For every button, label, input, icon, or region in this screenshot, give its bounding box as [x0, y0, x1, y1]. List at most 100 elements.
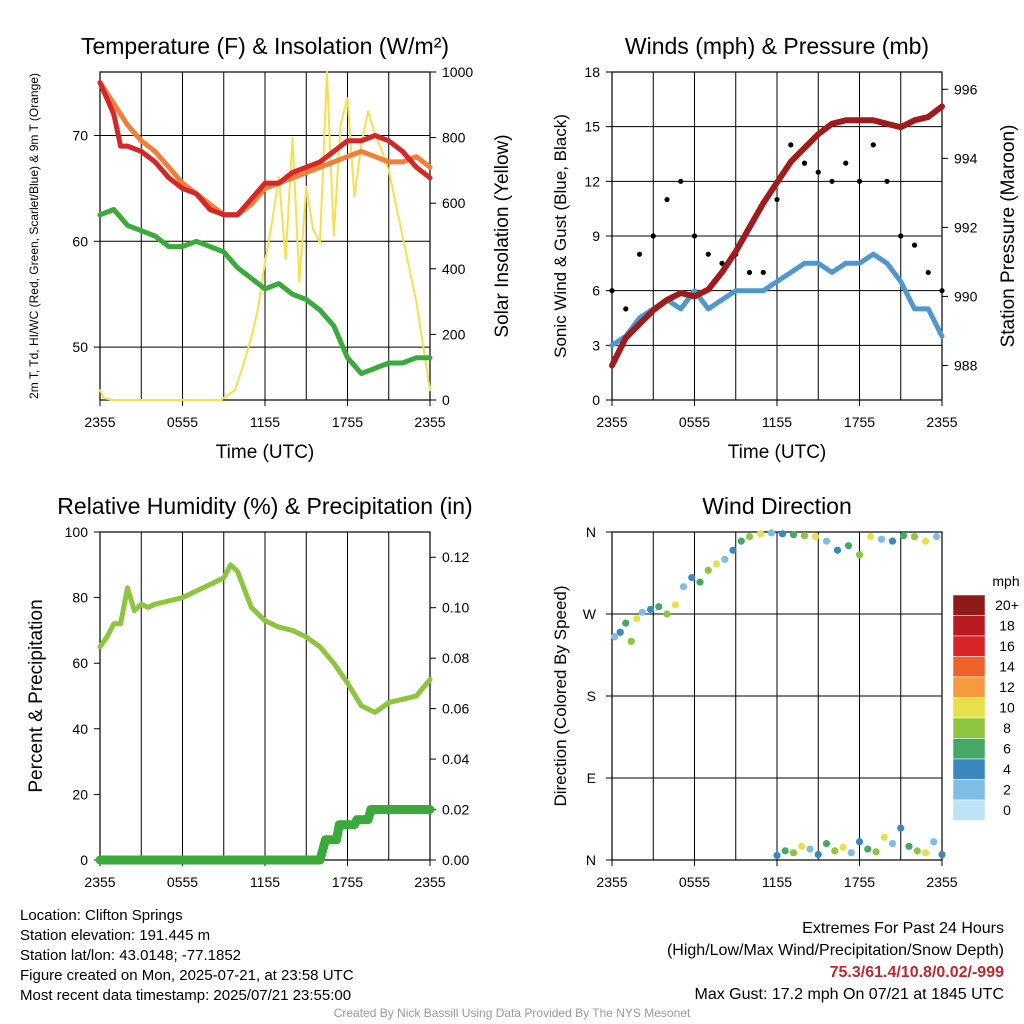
colorbar-label: 20+ — [995, 597, 1019, 613]
direction-point — [847, 849, 855, 857]
pressure-line — [609, 103, 945, 369]
x-tick-label: 2355 — [596, 874, 627, 890]
direction-point — [855, 551, 864, 559]
x-tick-label: 0555 — [167, 874, 198, 890]
extremes-subtitle: (High/Low/Max Wind/Precipitation/Snow De… — [666, 942, 1004, 959]
direction-point — [663, 610, 671, 618]
direction-point — [671, 601, 679, 609]
direction-point — [729, 546, 737, 554]
elevation-text: Station elevation: 191.445 m — [20, 927, 211, 944]
colorbar-label: 10 — [999, 700, 1015, 716]
gust-point — [843, 160, 849, 166]
gust-point — [925, 269, 931, 276]
x-tick-label: 1155 — [250, 414, 280, 430]
direction-point — [921, 849, 930, 857]
gust-point — [650, 233, 656, 239]
direction-point — [616, 628, 624, 636]
series-line-1 — [97, 80, 433, 218]
direction-point — [897, 824, 905, 832]
colorbar-label: 18 — [999, 618, 1015, 634]
direction-point — [778, 530, 787, 538]
y2-tick-label: 800 — [442, 130, 466, 146]
x-tick-label: 2355 — [84, 874, 115, 890]
colorbar-swatch — [952, 697, 986, 719]
y2-tick-label: 0.00 — [442, 852, 469, 868]
direction-point — [611, 633, 619, 641]
direction-point — [704, 566, 712, 574]
colorbar-swatch — [952, 615, 986, 637]
precip-line — [95, 805, 435, 865]
x-tick-label: 1755 — [844, 414, 875, 430]
gust-point — [829, 178, 835, 184]
y-tick-label: 60 — [72, 655, 88, 671]
direction-point — [844, 542, 853, 550]
direction-point — [622, 619, 630, 627]
x-tick-label: 1755 — [844, 874, 875, 890]
x-tick-label: 2355 — [926, 874, 957, 890]
direction-point — [633, 614, 641, 623]
y2-tick-label: 0 — [442, 392, 450, 408]
y2-tick-label: 988 — [954, 357, 978, 373]
latlon-text: Station lat/lon: 43.0148; -77.1852 — [20, 947, 242, 964]
y-tick-label: 0 — [592, 392, 600, 408]
gust-point — [815, 169, 821, 175]
direction-point — [831, 847, 839, 855]
chart-title: Temperature (F) & Insolation (W/m²) — [81, 33, 449, 59]
y-tick-label: 3 — [592, 337, 600, 353]
x-tick-label: 0555 — [679, 874, 710, 890]
direction-point — [877, 535, 886, 543]
y2-tick-label: 996 — [954, 81, 978, 97]
direction-point — [646, 605, 655, 614]
gust-point — [678, 178, 684, 184]
direction-point — [822, 537, 831, 545]
y-tick-label: S — [587, 688, 596, 704]
direction-point — [721, 555, 729, 563]
gust-point — [760, 269, 766, 276]
direction-point — [833, 546, 842, 554]
direction-point — [864, 845, 872, 853]
gust-point — [911, 242, 918, 248]
series-line-2 — [97, 207, 433, 376]
y-tick-label: 18 — [584, 64, 600, 80]
direction-point — [932, 532, 941, 541]
y2-axis-label: Solar Insolation (Yellow) — [492, 134, 513, 337]
gust-point — [691, 233, 698, 239]
gust-point — [788, 142, 794, 148]
location-text: Location: Clifton Springs — [20, 907, 183, 924]
colorbar-swatch — [952, 676, 986, 698]
recent-text: Most recent data timestamp: 2025/07/21 2… — [20, 987, 352, 1004]
y2-tick-label: 600 — [442, 195, 466, 211]
colorbar-label: 0 — [1003, 802, 1011, 818]
gust-point — [774, 196, 780, 203]
gust-point — [609, 288, 615, 294]
colorbar-label: 2 — [1003, 782, 1011, 798]
colorbar-swatch — [952, 779, 986, 801]
direction-point — [712, 560, 721, 568]
colorbar-swatch — [952, 799, 986, 821]
gust-point — [636, 251, 643, 257]
x-tick-label: 1155 — [762, 874, 792, 890]
colorbar-label: 12 — [999, 679, 1015, 695]
direction-point — [773, 851, 781, 860]
y-tick-label: 50 — [72, 339, 88, 355]
direction-point — [756, 530, 765, 538]
y2-tick-label: 992 — [954, 219, 978, 235]
y-tick-label: 9 — [592, 228, 600, 244]
x-tick-label: 0555 — [679, 414, 710, 430]
colorbar-swatch — [952, 635, 986, 657]
y-tick-label: N — [586, 524, 596, 540]
y-axis-label: 2m T, Td, HI/WC (Red, Green, Scarlet/Blu… — [27, 73, 41, 399]
extremes-title: Extremes For Past 24 Hours — [802, 920, 1004, 937]
series-line-0 — [97, 80, 433, 218]
y2-tick-label: 990 — [954, 288, 978, 304]
direction-point — [767, 529, 776, 537]
y-tick-label: 0 — [80, 852, 88, 868]
x-tick-label: 1755 — [332, 874, 363, 890]
y2-tick-label: 0.02 — [442, 802, 469, 818]
direction-point — [822, 840, 831, 848]
gust-point — [898, 233, 904, 239]
y2-axis-label: Station Pressure (Maroon) — [998, 125, 1019, 348]
colorbar-swatch — [952, 738, 986, 760]
y2-tick-label: 0.08 — [442, 650, 469, 666]
